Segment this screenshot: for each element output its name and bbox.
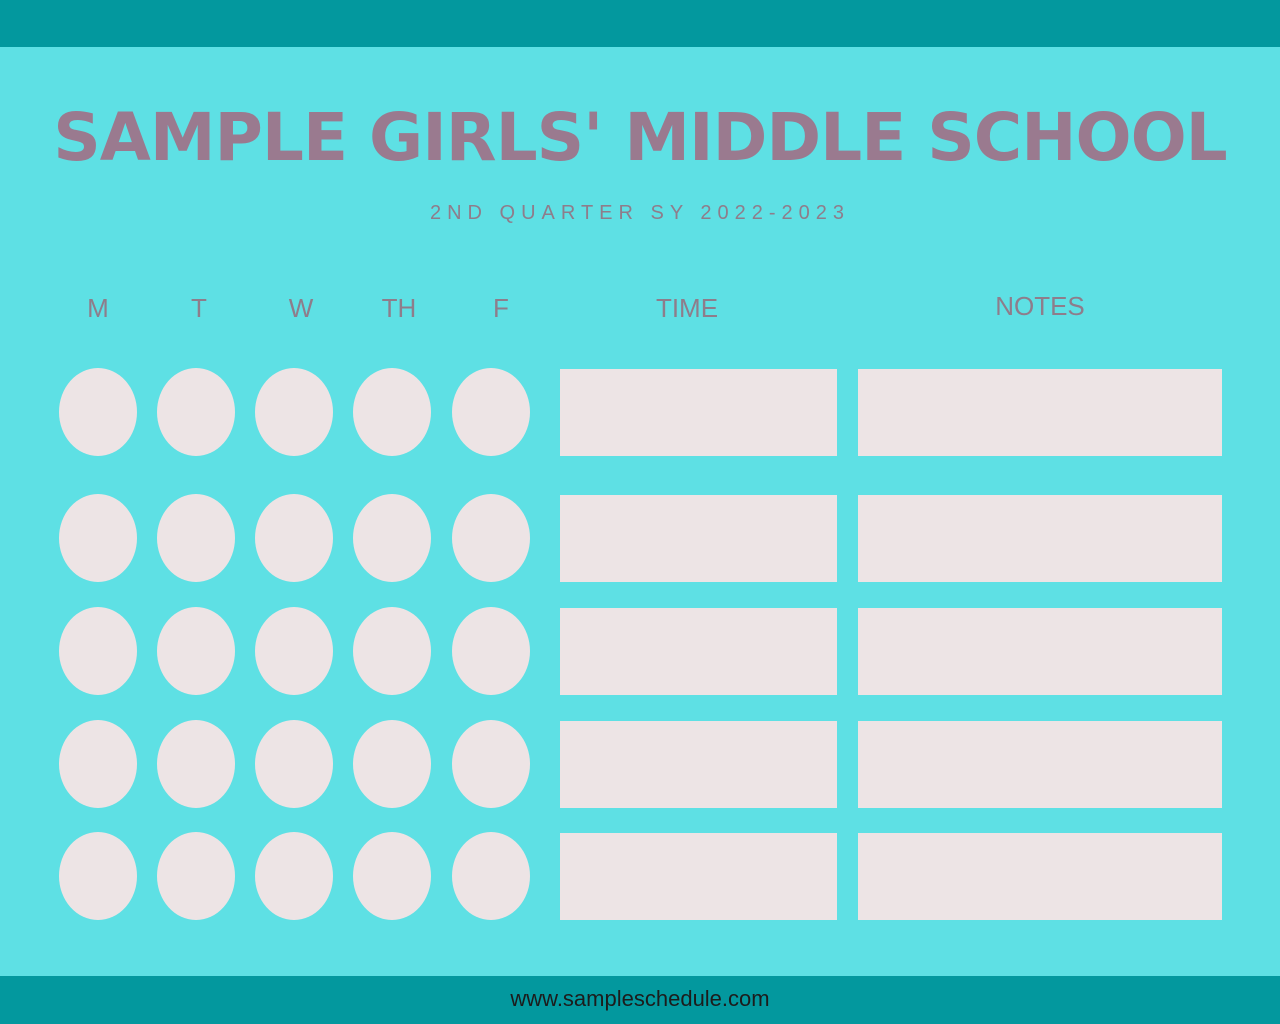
day-cell-tuesday[interactable] bbox=[157, 368, 235, 456]
day-cell-monday[interactable] bbox=[59, 720, 137, 808]
day-cell-friday[interactable] bbox=[452, 494, 530, 582]
header-friday: F bbox=[493, 293, 509, 323]
header-time: TIME bbox=[655, 293, 719, 323]
time-cell[interactable] bbox=[560, 608, 837, 695]
notes-cell[interactable] bbox=[858, 721, 1222, 808]
header-wednesday: W bbox=[288, 293, 314, 323]
notes-cell[interactable] bbox=[858, 369, 1222, 456]
page-title: SAMPLE GIRLS' MIDDLE SCHOOL bbox=[53, 99, 1228, 176]
header-thursday: TH bbox=[381, 293, 417, 323]
time-cell[interactable] bbox=[560, 369, 837, 456]
day-cell-thursday[interactable] bbox=[353, 494, 431, 582]
top-band bbox=[0, 0, 1280, 47]
day-cell-thursday[interactable] bbox=[353, 720, 431, 808]
notes-cell[interactable] bbox=[858, 495, 1222, 582]
day-cell-friday[interactable] bbox=[452, 368, 530, 456]
notes-cell[interactable] bbox=[858, 608, 1222, 695]
time-cell[interactable] bbox=[560, 721, 837, 808]
day-cell-tuesday[interactable] bbox=[157, 832, 235, 920]
day-cell-tuesday[interactable] bbox=[157, 494, 235, 582]
footer-url[interactable]: www.sampleschedule.com bbox=[510, 986, 770, 1011]
time-cell[interactable] bbox=[560, 495, 837, 582]
day-cell-friday[interactable] bbox=[452, 607, 530, 695]
day-cell-wednesday[interactable] bbox=[255, 368, 333, 456]
day-cell-thursday[interactable] bbox=[353, 368, 431, 456]
day-cell-tuesday[interactable] bbox=[157, 607, 235, 695]
page-subtitle: 2ND QUARTER SY 2022-2023 bbox=[429, 202, 851, 224]
day-cell-monday[interactable] bbox=[59, 832, 137, 920]
day-cell-wednesday[interactable] bbox=[255, 607, 333, 695]
day-cell-thursday[interactable] bbox=[353, 607, 431, 695]
time-cell[interactable] bbox=[560, 833, 837, 920]
header-notes: NOTES bbox=[995, 291, 1085, 321]
header-monday: M bbox=[87, 293, 109, 323]
day-cell-tuesday[interactable] bbox=[157, 720, 235, 808]
day-cell-wednesday[interactable] bbox=[255, 720, 333, 808]
header-tuesday: T bbox=[191, 293, 207, 323]
day-cell-wednesday[interactable] bbox=[255, 494, 333, 582]
day-cell-friday[interactable] bbox=[452, 720, 530, 808]
notes-cell[interactable] bbox=[858, 833, 1222, 920]
day-cell-friday[interactable] bbox=[452, 832, 530, 920]
bottom-band bbox=[0, 976, 1280, 1024]
day-cell-monday[interactable] bbox=[59, 494, 137, 582]
day-cell-monday[interactable] bbox=[59, 368, 137, 456]
day-cell-wednesday[interactable] bbox=[255, 832, 333, 920]
day-cell-thursday[interactable] bbox=[353, 832, 431, 920]
day-cell-monday[interactable] bbox=[59, 607, 137, 695]
